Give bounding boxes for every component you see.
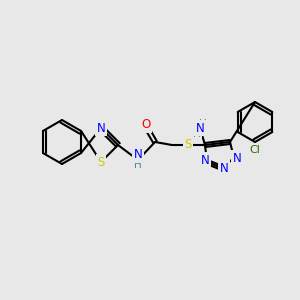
Text: N: N [201,154,209,166]
Text: Cl: Cl [250,145,260,155]
Text: N: N [97,122,105,134]
Text: N: N [196,122,204,134]
Text: S: S [97,155,105,169]
Text: H: H [134,160,142,170]
Text: S: S [184,139,192,152]
Text: H: H [193,129,201,139]
Text: O: O [141,118,151,131]
Text: H: H [199,119,207,129]
Text: N: N [232,152,242,164]
Text: N: N [134,148,142,161]
Text: N: N [220,161,228,175]
